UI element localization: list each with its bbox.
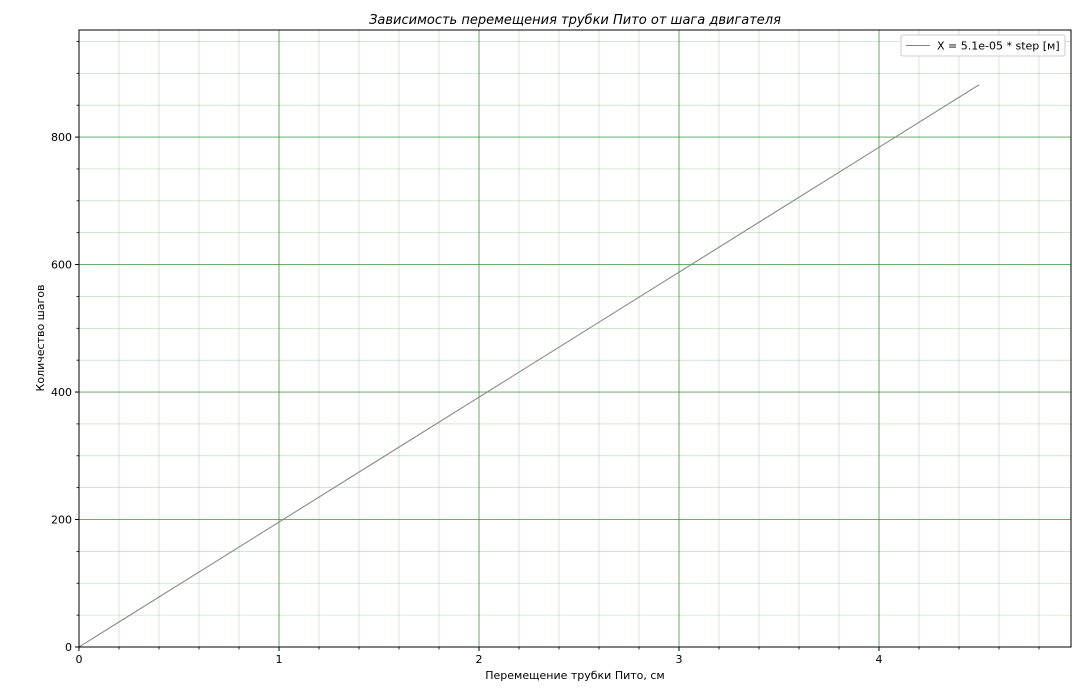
x-tick-label: 1 [276, 653, 283, 666]
x-tick-label: 3 [676, 653, 683, 666]
plot-frame [78, 29, 1072, 648]
x-axis-label: Перемещение трубки Пито, см [485, 669, 664, 682]
grid-major [79, 30, 1071, 647]
y-tick-label: 200 [51, 514, 72, 527]
chart-title: Зависимость перемещения трубки Пито от ш… [369, 13, 781, 28]
y-tick-label: 600 [51, 259, 72, 272]
legend-box [900, 34, 1066, 57]
y-tick-label: 800 [51, 131, 72, 144]
y-tick-label: 0 [65, 641, 72, 654]
legend-label: X = 5.1e-05 * step [м] [937, 40, 1060, 53]
axis-ticks: 0 1 2 3 4 0 200 400 600 800 [51, 41, 1040, 666]
x-tick-label: 2 [476, 653, 483, 666]
series-layer [78, 84, 980, 648]
series-line [78, 84, 980, 648]
y-tick-label: 400 [51, 386, 72, 399]
y-axis-label: Количество шагов [34, 285, 47, 392]
legend: X = 5.1e-05 * step [м] [900, 34, 1066, 57]
x-tick-label: 4 [876, 653, 883, 666]
x-tick-label: 0 [76, 653, 83, 666]
grid-minor [79, 30, 1071, 647]
